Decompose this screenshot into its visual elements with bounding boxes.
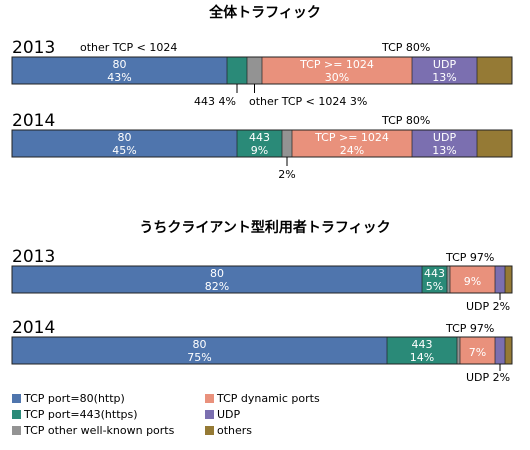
segment-label-name: 443: [412, 338, 433, 351]
bar-segment-tcp_dynamic: [450, 266, 495, 293]
segment-label-name: 80: [113, 58, 127, 71]
legend-label: TCP port=80(http): [23, 392, 125, 405]
bar-segment-tcp_other: [457, 337, 460, 364]
legend-item-udp: UDP: [205, 408, 241, 421]
bar-segment-udp: [412, 57, 477, 84]
segment-label-value: 75%: [187, 351, 211, 364]
bar-outline: [11, 336, 513, 365]
legend-item-tcp_dynamic: TCP dynamic ports: [205, 392, 320, 405]
legend-swatch: [205, 394, 214, 403]
bar-segment-tcp80: [12, 130, 237, 157]
annotation-udp: UDP 2%: [466, 300, 510, 313]
bar-segment-others: [477, 57, 512, 84]
segment-label-value: 9%: [251, 144, 268, 157]
segment-label-name: 80: [210, 267, 224, 280]
bar-outline: [11, 56, 513, 85]
bar-segment-tcp_other: [282, 130, 292, 157]
annotation-udp: UDP 2%: [466, 371, 510, 384]
legend-item-tcp_other: TCP other well-known ports: [12, 424, 175, 437]
chart-title: うちクライアント型利用者トラフィック: [139, 219, 390, 236]
segment-label-name: 443: [249, 131, 270, 144]
segment-label-value: 5%: [426, 280, 443, 293]
bar-segment-tcp443: [227, 57, 247, 84]
bar-segment-tcp_dynamic: [460, 337, 495, 364]
legend-item-others: others: [205, 424, 252, 437]
legend-item-tcp443: TCP port=443(https): [12, 408, 138, 421]
bar-segment-others: [505, 337, 512, 364]
bar-segment-udp: [495, 266, 505, 293]
segment-label-value: 82%: [205, 280, 229, 293]
bar-segment-tcp_other: [247, 57, 262, 84]
bar-segment-udp: [412, 130, 477, 157]
legend-swatch: [205, 410, 214, 419]
annotation-tcp-total: TCP 97%: [445, 322, 494, 335]
segment-label-name: 80: [193, 338, 207, 351]
segment-label-value: 14%: [410, 351, 434, 364]
segment-label-value: 9%: [464, 275, 481, 288]
chart-title: 全体トラフィック: [208, 4, 321, 21]
segment-label-name: TCP >= 1024: [314, 131, 389, 144]
segment-label-value: 30%: [325, 71, 349, 84]
bar-segment-tcp_dynamic: [262, 57, 412, 84]
year-label: 2013: [12, 247, 55, 267]
annotation-443: 443 4%: [194, 95, 236, 108]
bar-segment-tcp443: [422, 266, 447, 293]
legend-swatch: [205, 426, 214, 435]
legend-label: UDP: [217, 408, 241, 421]
annotation-tcp-total: TCP 97%: [445, 251, 494, 264]
segment-label-name: 80: [118, 131, 132, 144]
bar-outline: [11, 129, 513, 158]
segment-label-value: 13%: [432, 144, 456, 157]
annotation-other-tcp: other TCP < 1024: [80, 41, 177, 54]
legend-swatch: [12, 394, 21, 403]
annotation-tcp-total: TCP 80%: [381, 41, 430, 54]
annotation-tcp-total: TCP 80%: [381, 114, 430, 127]
bar-segment-udp: [495, 337, 505, 364]
bar-segment-tcp80: [12, 337, 387, 364]
legend-label: TCP dynamic ports: [216, 392, 320, 405]
segment-label-name: TCP >= 1024: [299, 58, 374, 71]
bar-segment-others: [505, 266, 512, 293]
annotation-other-tcp-value: other TCP < 1024 3%: [249, 95, 367, 108]
segment-label-value: 7%: [469, 346, 486, 359]
segment-label-name: 443: [424, 267, 445, 280]
year-label: 2014: [12, 111, 55, 131]
legend-label: TCP port=443(https): [23, 408, 138, 421]
bar-segment-tcp80: [12, 266, 422, 293]
segment-label-value: 24%: [340, 144, 364, 157]
annotation-other-tcp-value: 2%: [278, 168, 295, 181]
segment-label-name: UDP: [433, 131, 457, 144]
segment-label-name: UDP: [433, 58, 457, 71]
year-label: 2013: [12, 38, 55, 58]
bar-segment-tcp443: [237, 130, 282, 157]
bar-segment-tcp_dynamic: [292, 130, 412, 157]
bar-outline: [11, 265, 513, 294]
legend-swatch: [12, 410, 21, 419]
year-label: 2014: [12, 318, 55, 338]
bar-segment-tcp443: [387, 337, 457, 364]
segment-label-value: 45%: [112, 144, 136, 157]
bar-segment-others: [477, 130, 512, 157]
bar-segment-tcp_other: [447, 266, 450, 293]
segment-label-value: 13%: [432, 71, 456, 84]
bar-segment-tcp80: [12, 57, 227, 84]
legend-label: others: [217, 424, 252, 437]
segment-label-value: 43%: [107, 71, 131, 84]
legend-item-tcp80: TCP port=80(http): [12, 392, 125, 405]
legend-swatch: [12, 426, 21, 435]
legend-label: TCP other well-known ports: [23, 424, 175, 437]
